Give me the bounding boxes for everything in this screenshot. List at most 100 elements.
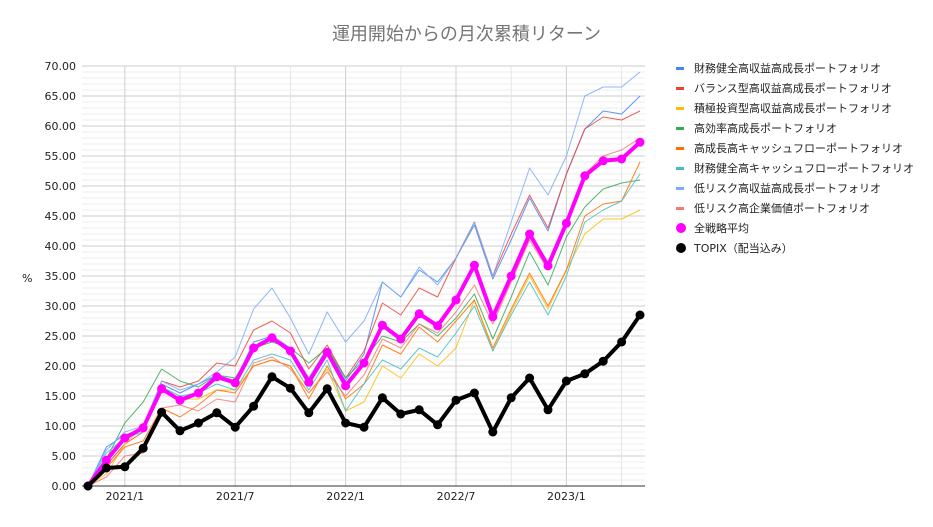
legend-label: 低リスク高企業価値ポートフォリオ [694,202,870,215]
data-point-8 [267,333,277,343]
y-tick-label: 50.00 [45,180,77,193]
data-point-8 [617,154,627,164]
y-axis-label: % [22,272,33,285]
x-tick-label: 2023/1 [547,490,586,503]
data-point-8 [341,381,351,391]
legend-label: 財務健全高キャッシュフローポートフォリオ [694,162,914,175]
legend-label: 積極投資型高収益高成長ポートフォリオ [694,102,892,115]
y-tick-label: 15.00 [45,390,77,403]
legend-item[interactable]: 積極投資型高収益高成長ポートフォリオ [676,98,914,118]
chart-title: 運用開始からの月次累積リターン [331,24,602,45]
y-tick-label: 60.00 [45,120,77,133]
legend-swatch [676,106,684,110]
data-point-9 [120,462,130,472]
legend-item[interactable]: 低リスク高企業価値ポートフォリオ [676,198,914,218]
legend: 財務健全高収益高成長ポートフォリオ バランス型高収益高成長ポートフォリオ 積極投資型… [676,58,914,258]
y-tick-label: 45.00 [45,210,77,223]
data-point-8 [359,358,369,368]
data-point-9 [359,422,369,432]
legend-item[interactable]: 全戦略平均 [676,218,914,238]
data-point-8 [469,260,479,270]
data-point-9 [212,408,222,418]
legend-label: 財務健全高収益高成長ポートフォリオ [694,62,881,75]
data-point-9 [83,481,93,491]
legend-item[interactable]: TOPIX（配当込み） [676,238,914,258]
data-point-9 [433,420,443,430]
legend-label: 低リスク高収益高成長ポートフォリオ [694,182,881,195]
legend-label: TOPIX（配当込み） [694,242,793,255]
data-point-8 [377,320,387,330]
data-point-8 [635,137,645,147]
data-point-8 [598,156,608,166]
data-point-8 [396,334,406,344]
y-tick-label: 0.00 [52,480,77,493]
data-point-9 [598,356,608,366]
legend-item[interactable]: 財務健全高キャッシュフローポートフォリオ [676,158,914,178]
data-point-9 [101,463,111,473]
data-point-8 [175,395,185,405]
data-point-9 [230,422,240,432]
y-tick-label: 65.00 [45,90,77,103]
data-point-9 [580,369,590,379]
legend-item[interactable]: バランス型高収益高成長ポートフォリオ [676,78,914,98]
legend-swatch [676,126,684,130]
legend-swatch [676,86,684,90]
data-point-8 [212,372,222,382]
data-point-9 [414,405,424,415]
legend-swatch [676,243,686,253]
legend-item[interactable]: 財務健全高収益高成長ポートフォリオ [676,58,914,78]
legend-label: 全戦略平均 [694,222,749,235]
data-point-8 [433,321,443,331]
data-point-8 [580,171,590,181]
data-point-8 [138,423,148,433]
data-point-8 [230,378,240,388]
legend-item[interactable]: 高効率高成長ポートフォリオ [676,118,914,138]
data-point-9 [304,408,314,418]
data-point-9 [267,372,277,382]
data-point-8 [120,433,130,443]
legend-swatch [676,66,684,70]
y-tick-label: 5.00 [52,450,77,463]
data-point-9 [543,405,553,415]
data-point-8 [249,343,259,353]
series-line-0 [87,95,641,487]
y-tick-label: 25.00 [45,330,77,343]
data-point-9 [377,393,387,403]
data-point-8 [543,261,553,271]
data-point-9 [561,376,571,386]
legend-item[interactable]: 高成長高キャッシュフローポートフォリオ [676,138,914,158]
data-point-9 [525,373,535,383]
y-tick-label: 55.00 [45,150,77,163]
series-line-6 [87,71,641,487]
data-point-9 [488,427,498,437]
y-tick-label: 70.00 [45,60,77,73]
data-point-8 [451,295,461,305]
legend-item[interactable]: 低リスク高収益高成長ポートフォリオ [676,178,914,198]
legend-swatch [676,223,686,233]
x-tick-label: 2021/1 [105,490,144,503]
x-tick-label: 2021/7 [216,490,255,503]
x-tick-label: 2022/7 [437,490,476,503]
data-point-9 [635,310,645,320]
legend-swatch [676,166,684,170]
y-tick-label: 40.00 [45,240,77,253]
data-point-9 [138,443,148,453]
legend-label: バランス型高収益高成長ポートフォリオ [694,82,892,95]
data-point-8 [488,312,498,322]
data-point-9 [451,395,461,405]
data-point-8 [322,347,332,357]
data-point-8 [414,309,424,319]
series-line-8 [86,140,642,488]
data-point-8 [304,377,314,387]
legend-label: 高成長高キャッシュフローポートフォリオ [694,142,903,155]
y-tick-label: 35.00 [45,270,77,283]
data-point-9 [157,407,167,417]
data-point-9 [322,384,332,394]
series-line-1 [87,110,641,487]
data-point-8 [285,346,295,356]
legend-swatch [676,206,684,210]
series-line-9 [86,313,642,488]
data-point-8 [101,455,111,465]
data-point-9 [175,426,185,436]
